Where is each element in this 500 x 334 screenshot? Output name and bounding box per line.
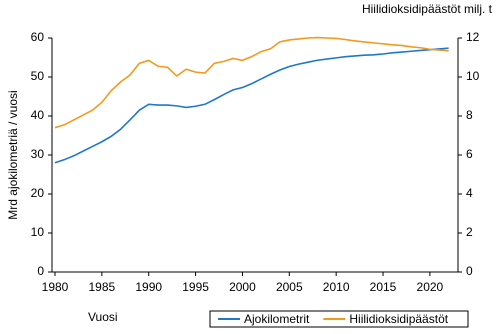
x-tick-label: 2010 [323,280,350,294]
x-tick-label: 1980 [42,280,69,294]
x-axis-title: Vuosi [88,310,118,324]
x-tick-label: 1985 [89,280,116,294]
y-tick-label: 0 [37,264,44,278]
line-series [54,47,449,164]
legend-label: Ajokilometrit [244,312,310,326]
y2-tick-label: 10 [466,69,480,83]
y2-tick-label: 8 [466,108,473,122]
y2-tick-label: 6 [466,147,473,161]
line-series [54,36,449,129]
y-tick-label: 20 [31,186,45,200]
y2-tick-label: 0 [466,264,473,278]
y-tick-label: 50 [31,69,45,83]
x-tick-label: 2005 [276,280,303,294]
y-axis-title: Mrd ajokilometriä / vuosi [6,90,20,219]
y-tick-label: 60 [31,30,45,44]
legend-label: Hiilidioksidipäästöt [349,312,448,326]
y-tick-label: 40 [31,108,45,122]
y2-tick-label: 12 [466,30,480,44]
y2-axis-title: Hiilidioksidipäästöt milj. t [362,2,493,16]
x-tick-label: 1990 [135,280,162,294]
y-tick-label: 10 [31,225,45,239]
y2-tick-label: 2 [466,225,473,239]
y2-tick-label: 4 [466,186,473,200]
x-tick-label: 2000 [229,280,256,294]
x-tick-label: 2020 [417,280,444,294]
x-tick-label: 1995 [182,280,209,294]
x-tick-label: 2015 [370,280,397,294]
y-tick-label: 30 [31,147,45,161]
